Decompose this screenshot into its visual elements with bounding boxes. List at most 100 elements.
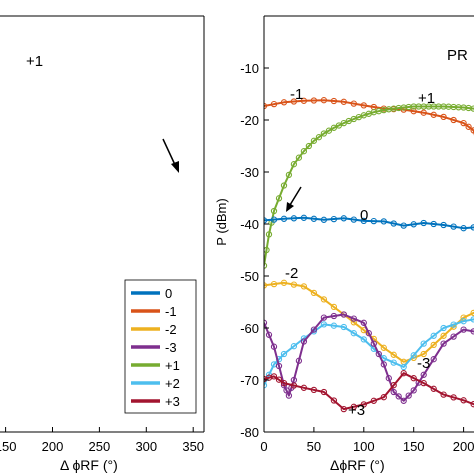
left-panel: 150 200 250 300 350 Δ ϕRF (°) +1 0 -1 -2 -3 +1 +2… xyxy=(0,15,205,473)
right-series-marker xyxy=(330,303,338,311)
right-series-marker xyxy=(350,100,357,107)
legend-label: 0 xyxy=(165,286,172,301)
right-series-marker xyxy=(330,97,338,105)
right-series-marker xyxy=(360,102,367,109)
right-x-tick-label: 200 xyxy=(453,439,474,454)
right-series-marker xyxy=(320,130,328,137)
right-series-marker xyxy=(270,373,278,380)
right-panel: -80-70-60-50-40-30-20-10 0 50 100 150 200 P … xyxy=(214,15,474,473)
right-corner-label: PR xyxy=(447,47,468,64)
right-series-marker xyxy=(330,322,338,329)
right-series-marker xyxy=(390,359,397,366)
right-series-marker xyxy=(265,231,273,238)
right-plot-area xyxy=(264,97,474,413)
right-series-marker xyxy=(310,137,318,144)
right-series-marker xyxy=(410,352,417,359)
right-series-marker xyxy=(264,282,268,289)
right-series-marker xyxy=(330,215,338,223)
right-series-marker xyxy=(390,351,397,358)
right-series-marker xyxy=(390,388,397,396)
legend-label: +3 xyxy=(165,394,180,409)
right-series-marker xyxy=(320,388,328,396)
right-arrow-head xyxy=(286,202,294,212)
right-annotation-plus3: +3 xyxy=(348,402,365,419)
right-series-line xyxy=(264,216,474,230)
left-annotation-plus1: +1 xyxy=(26,53,43,70)
right-series-marker xyxy=(390,220,397,227)
right-annotation-zero: 0 xyxy=(360,207,368,224)
right-series-marker xyxy=(340,323,347,331)
right-series-marker xyxy=(264,319,268,326)
right-series-marker xyxy=(290,98,298,105)
right-series-marker xyxy=(290,161,298,168)
right-x-tick-label: 0 xyxy=(260,439,267,454)
right-y-tick-label: -60 xyxy=(240,321,259,336)
left-x-tick-label: 300 xyxy=(135,439,157,454)
right-annotation-plus1: +1 xyxy=(418,90,435,107)
right-series-marker xyxy=(270,343,278,350)
right-series-marker xyxy=(400,222,407,229)
right-series-marker xyxy=(450,321,457,328)
right-series-marker xyxy=(440,340,447,347)
left-arrow-head xyxy=(171,161,179,173)
right-series-marker xyxy=(290,281,298,288)
right-series-marker xyxy=(280,99,288,106)
legend-label: -2 xyxy=(165,322,177,337)
right-series-marker xyxy=(465,123,472,130)
right-series-marker xyxy=(410,387,417,394)
right-series-marker xyxy=(430,341,437,349)
right-series-marker xyxy=(460,119,467,127)
right-series-marker xyxy=(315,134,323,141)
right-series-marker xyxy=(264,382,268,389)
right-series-marker xyxy=(330,124,338,131)
right-series-marker xyxy=(440,391,447,398)
left-x-ticks: 150 200 250 300 350 xyxy=(0,427,204,454)
right-series-line xyxy=(264,372,474,411)
right-series-marker xyxy=(430,385,437,392)
right-series-marker xyxy=(290,343,298,350)
right-series-marker xyxy=(410,375,417,382)
right-series-marker xyxy=(420,350,427,358)
right-series-line xyxy=(264,313,474,402)
right-series-marker xyxy=(280,350,288,358)
right-series-marker xyxy=(290,215,298,222)
right-series-marker xyxy=(370,340,377,347)
right-series-marker xyxy=(360,319,367,326)
right-series-line xyxy=(264,281,474,363)
right-series-marker xyxy=(295,154,303,161)
right-series-marker xyxy=(340,98,347,105)
right-series-marker xyxy=(300,148,308,155)
right-series-marker xyxy=(280,182,288,189)
left-x-tick-label: 200 xyxy=(42,439,64,454)
right-series-marker xyxy=(395,393,402,400)
right-series-marker xyxy=(350,403,357,410)
right-series-marker xyxy=(430,111,437,118)
right-series-marker xyxy=(460,326,467,333)
right-series-marker xyxy=(380,361,387,368)
right-y-tick-label: -10 xyxy=(240,61,259,76)
right-series-marker xyxy=(280,215,288,222)
right-series-marker xyxy=(340,405,347,413)
left-x-axis-label: Δ ϕRF (°) xyxy=(60,457,118,473)
right-series-marker xyxy=(450,223,457,230)
right-series-marker xyxy=(310,289,318,297)
right-series-marker xyxy=(420,219,427,227)
right-series-marker xyxy=(370,397,377,404)
right-series-marker xyxy=(285,392,293,399)
right-series-marker xyxy=(275,362,283,370)
right-series-marker xyxy=(283,387,290,394)
right-series-marker xyxy=(350,330,357,337)
right-series-marker xyxy=(400,397,407,404)
right-y-ticks: -80 -70 -60 -50 -40 -30 -20 -10 xyxy=(240,61,269,440)
right-series-marker xyxy=(450,116,457,124)
right-x-axis-label: ΔϕRF (°) xyxy=(330,457,385,473)
right-series-marker xyxy=(360,336,367,343)
right-series-marker xyxy=(340,119,347,127)
left-x-tick-label: 150 xyxy=(0,439,16,454)
legend-label: -3 xyxy=(165,340,177,355)
right-series-marker xyxy=(265,331,273,338)
right-annotation-minus1: -1 xyxy=(290,86,303,103)
right-series-marker xyxy=(420,109,427,116)
right-series-marker xyxy=(264,217,268,224)
legend: 0 -1 -2 -3 +1 +2 +3 xyxy=(124,279,197,414)
